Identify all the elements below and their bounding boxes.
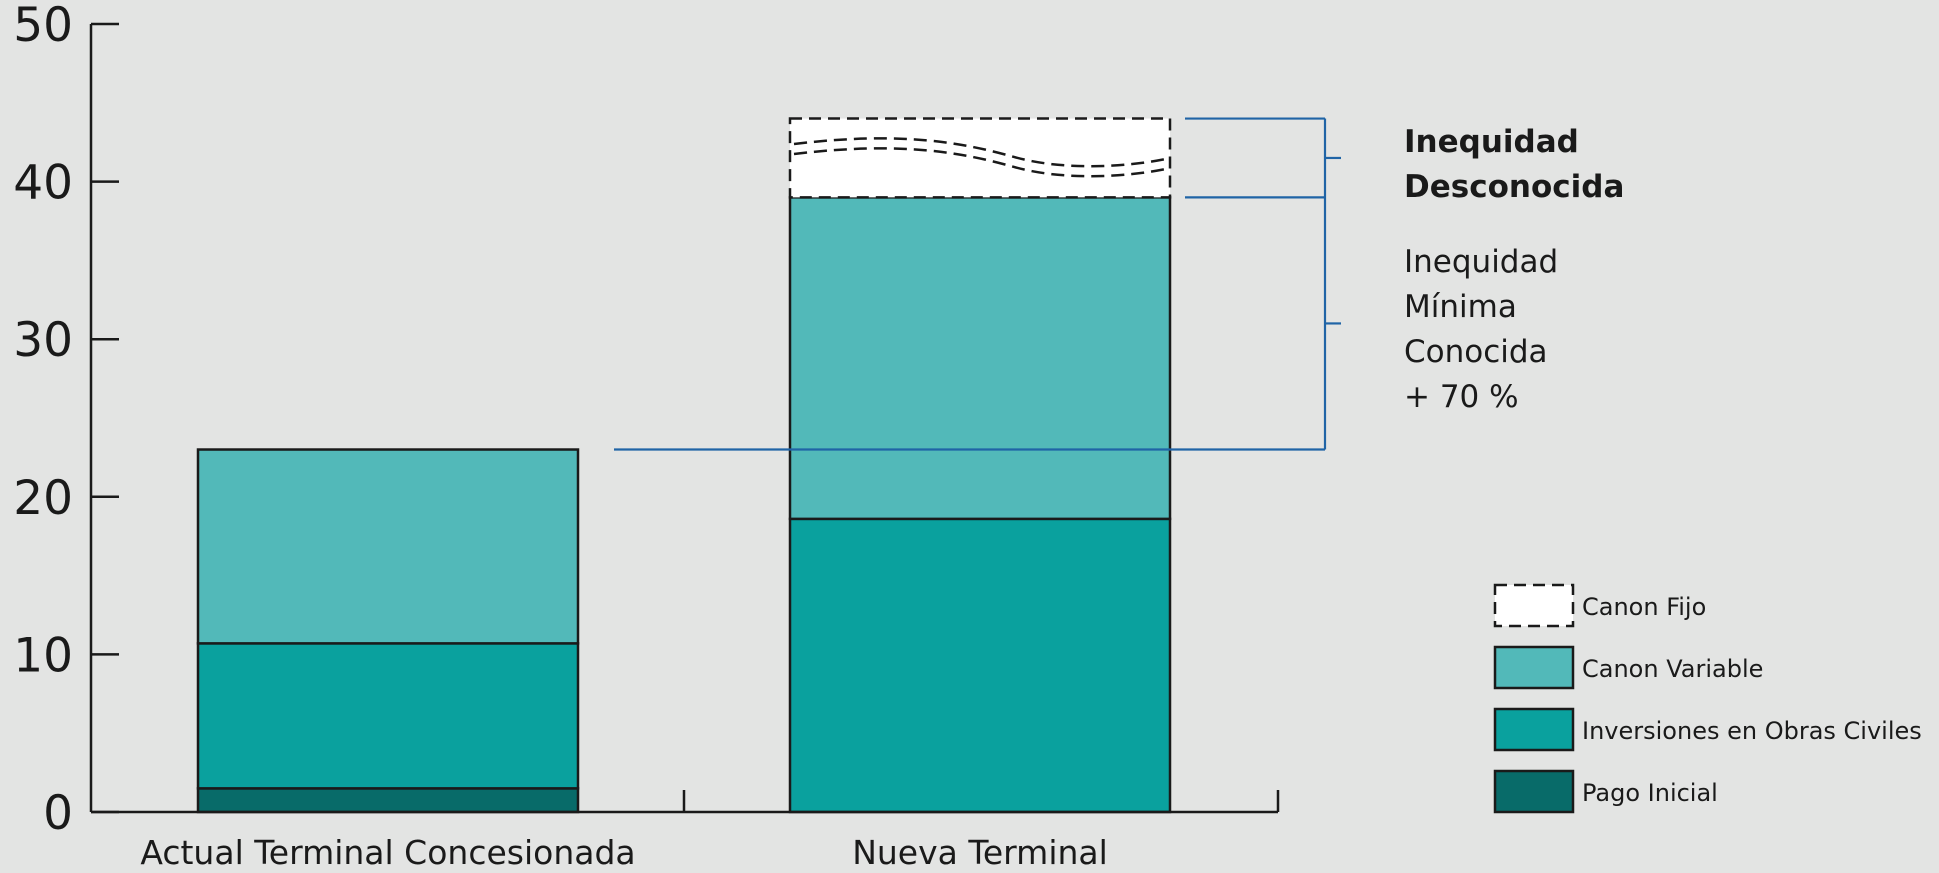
bar-actual-terminal-concesionada-canon-variable	[196, 448, 580, 645]
unknown-break-line-1	[793, 137, 1167, 168]
bar-actual-terminal-concesionada-pago-inicial	[196, 787, 580, 814]
x-category-label-nueva-terminal: Nueva Terminal	[852, 833, 1108, 872]
x-category-label-actual-terminal-concesionada: Actual Terminal Concesionada	[140, 833, 635, 872]
bar-nueva-terminal-inversiones-en-obras-civiles	[788, 517, 1172, 814]
legend-swatch-pago-inicial	[1493, 769, 1575, 814]
y-tick-label-40: 40	[13, 156, 73, 211]
annotation-layer: Inequidad Desconocida Inequidad Mínima Conoc…	[614, 117, 1624, 451]
legend-label-inversiones-en-obras-civiles: Inversiones en Obras Civiles	[1582, 717, 1922, 745]
y-tick-label-30: 30	[13, 313, 73, 368]
known-inequity-label-line-1: Inequidad	[1404, 244, 1558, 280]
legend-label-pago-inicial: Pago Inicial	[1582, 779, 1718, 807]
y-tick-label-20: 20	[13, 471, 73, 526]
legend-swatch-canon-fijo	[1493, 583, 1575, 628]
axes-layer: 0 10 20 30 40 50 Actual Terminal Concesionada N…	[13, 0, 1280, 872]
known-inequity-label-line-4: + 70 %	[1404, 379, 1519, 415]
y-tick-label-10: 10	[13, 628, 73, 683]
legend: Canon Fijo Canon Variable Inversiones en O…	[1493, 583, 1922, 814]
unknown-inequity-label-line-1: Inequidad	[1404, 124, 1579, 160]
y-tick-label-50: 50	[13, 0, 73, 53]
legend-swatch-canon-variable	[1493, 645, 1575, 690]
bar-layer	[196, 117, 1172, 814]
unknown-inequity-label-line-2: Desconocida	[1404, 169, 1624, 205]
unknown-break-line-2	[793, 147, 1167, 178]
bar-actual-terminal-concesionada-inversiones-en-obras-civiles	[196, 642, 580, 790]
legend-label-canon-variable: Canon Variable	[1582, 655, 1763, 683]
known-inequity-label-line-3: Conocida	[1404, 334, 1548, 370]
known-inequity-label-line-2: Mínima	[1404, 289, 1517, 325]
bar-nueva-terminal-canon-variable	[788, 196, 1172, 521]
y-tick-label-0: 0	[43, 786, 73, 841]
legend-label-canon-fijo: Canon Fijo	[1582, 593, 1706, 621]
legend-swatch-inversiones-en-obras-civiles	[1493, 707, 1575, 752]
